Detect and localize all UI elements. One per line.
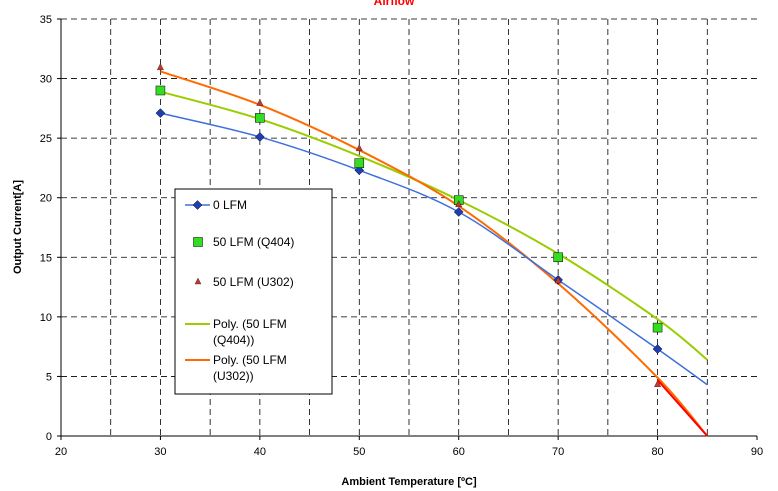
series-point-50-lfm-u302 [156, 63, 164, 71]
y-tick-label: 25 [40, 133, 52, 145]
y-tick-label: 5 [46, 371, 52, 383]
legend-label-poly-q404-line2: (Q404)) [213, 333, 254, 347]
y-tick-label: 10 [40, 312, 52, 324]
legend-label-poly-u302-line1: Poly. (50 LFM [213, 353, 287, 367]
legend-marker-triangle [194, 277, 202, 285]
y-tick-label: 15 [40, 252, 52, 264]
series-point-0-lfm [354, 165, 365, 176]
y-axis-title: Output Current[A] [12, 180, 24, 274]
x-tick-label: 70 [552, 446, 564, 458]
y-tick-label: 30 [40, 74, 52, 86]
y-tick-label: 35 [40, 14, 52, 26]
chart-title: Airflow [374, 0, 415, 8]
series-point-50-lfm-u302 [256, 98, 264, 106]
series-point-50-lfm-u302 [355, 144, 363, 152]
series-point-50-lfm-q404 [155, 85, 166, 96]
series-line-extra-0 [656, 379, 709, 437]
legend-label-poly-q404-line1: Poly. (50 LFM [213, 317, 287, 331]
x-tick-label: 90 [751, 446, 763, 458]
x-tick-label: 50 [353, 446, 365, 458]
x-tick-labels: 20 30 40 50 60 70 80 90 [55, 446, 763, 458]
legend-entry-50-lfm-u302: 50 LFM (U302) [194, 275, 294, 289]
x-tick-label: 20 [55, 446, 67, 458]
series-point-50-lfm-q404 [553, 252, 563, 263]
series-point-50-lfm-u302 [455, 200, 463, 208]
x-axis-title: Ambient Temperature [ºC] [341, 476, 477, 488]
legend-entry-poly-q404: Poly. (50 LFM (Q404)) [185, 317, 287, 347]
x-tick-label: 40 [254, 446, 266, 458]
legend-label-50-lfm-u302: 50 LFM (U302) [213, 275, 294, 289]
x-tick-label: 60 [453, 446, 465, 458]
legend-entry-0-lfm: 0 LFM [185, 198, 247, 212]
x-tick-label: 80 [651, 446, 663, 458]
series-point-0-lfm [453, 207, 464, 217]
data-series [155, 63, 709, 437]
series-point-0-lfm [255, 132, 265, 142]
legend-label-poly-u302-line2: (U302)) [213, 369, 254, 383]
series-point-0-lfm [652, 344, 663, 354]
y-tick-label: 0 [46, 431, 52, 443]
legend-entry-poly-u302: Poly. (50 LFM (U302)) [185, 353, 287, 383]
x-tick-label: 30 [154, 446, 166, 458]
legend: 0 LFM 50 LFM (Q404) 50 LFM (U302) Poly. … [174, 188, 333, 395]
legend-label-50-lfm-q404: 50 LFM (Q404) [213, 235, 294, 249]
y-tick-labels: 0 5 10 15 20 25 30 35 [40, 14, 52, 443]
series-point-0-lfm [155, 108, 166, 118]
axes [57, 18, 758, 440]
legend-entry-50-lfm-q404: 50 LFM (Q404) [193, 235, 294, 249]
legend-marker-square [193, 237, 203, 247]
legend-label-0-lfm: 0 LFM [213, 198, 247, 212]
series-point-50-lfm-q404 [652, 322, 663, 333]
series-point-50-lfm-q404 [255, 113, 265, 123]
legend-marker-diamond [192, 200, 203, 210]
y-tick-label: 20 [40, 193, 52, 205]
series-point-50-lfm-q404 [354, 158, 365, 168]
series-point-50-lfm-u302 [554, 276, 562, 284]
series-point-50-lfm-u302 [654, 380, 662, 387]
